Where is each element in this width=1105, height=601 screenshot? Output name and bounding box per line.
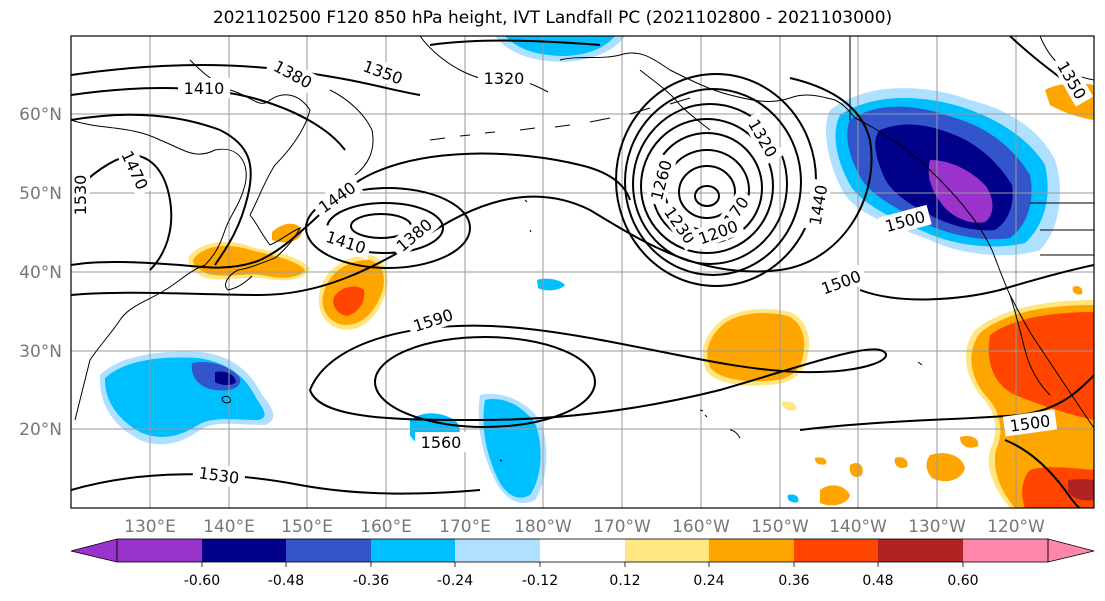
colorbar-tick-label: 0.60 <box>947 573 978 589</box>
colorbar-tick-label: -0.48 <box>268 573 304 589</box>
map-layers <box>71 36 1094 508</box>
lon-label: 170°W <box>593 517 651 537</box>
lon-label: 150°E <box>281 517 333 537</box>
colorbar-extend-max <box>1047 538 1095 563</box>
longitude-labels: 130°E 140°E 150°E 160°E 170°E 180°W 170°… <box>124 517 1045 537</box>
lat-label: 40°N <box>19 263 62 283</box>
colorbar-tick-label: -0.36 <box>353 573 389 589</box>
colorbar-tick-label: -0.60 <box>184 573 220 589</box>
colorbar: -0.60 -0.48 -0.36 -0.24 -0.12 0.12 0.24 … <box>70 538 1095 589</box>
colorbar-segment <box>540 539 625 562</box>
ivt-positive-shading <box>188 83 1094 508</box>
colorbar-tick-label: 0.12 <box>609 573 640 589</box>
colorbar-segment <box>878 539 963 562</box>
contour-label: 1320 <box>484 69 525 88</box>
colorbar-segment <box>202 539 286 562</box>
colorbar-extend-min <box>70 538 118 563</box>
colorbar-segment <box>371 539 455 562</box>
colorbar-segments <box>117 539 1048 562</box>
colorbar-segment <box>625 539 709 562</box>
colorbar-segment <box>117 539 202 562</box>
colorbar-tick-labels: -0.60 -0.48 -0.36 -0.24 -0.12 0.12 0.24 … <box>184 573 979 589</box>
lon-label: 180°W <box>514 517 572 537</box>
colorbar-tick-label: -0.12 <box>522 573 558 589</box>
colorbar-segment <box>286 539 371 562</box>
colorbar-tick-label: 0.24 <box>693 573 724 589</box>
lon-label: 140°W <box>829 517 887 537</box>
contour-label: 1530 <box>71 175 90 216</box>
colorbar-tick-label: -0.24 <box>437 573 473 589</box>
colorbar-segment <box>709 539 794 562</box>
contour-label: 1410 <box>184 79 225 98</box>
lat-label: 20°N <box>19 420 62 440</box>
lat-label: 50°N <box>19 184 62 204</box>
map-frame <box>70 35 1095 509</box>
latitude-labels: 60°N 50°N 40°N 30°N 20°N <box>19 105 62 440</box>
lon-label: 160°E <box>360 517 412 537</box>
lon-label: 120°W <box>987 517 1045 537</box>
lon-label: 170°E <box>439 517 491 537</box>
colorbar-segment <box>794 539 878 562</box>
lon-label: 160°W <box>672 517 730 537</box>
lat-label: 30°N <box>19 342 62 362</box>
lat-label: 60°N <box>19 105 62 125</box>
ivt-negative-shading <box>99 36 1060 504</box>
contour-label: 1560 <box>421 433 462 452</box>
lon-label: 130°E <box>124 517 176 537</box>
lon-label: 140°E <box>203 517 255 537</box>
colorbar-segment <box>963 539 1048 562</box>
lon-label: 130°W <box>908 517 966 537</box>
lon-label: 150°W <box>751 517 809 537</box>
colorbar-tick-label: 0.48 <box>862 573 893 589</box>
colorbar-segment <box>455 539 540 562</box>
colorbar-tick-label: 0.36 <box>778 573 809 589</box>
map-title: 2021102500 F120 850 hPa height, IVT Land… <box>212 8 893 28</box>
